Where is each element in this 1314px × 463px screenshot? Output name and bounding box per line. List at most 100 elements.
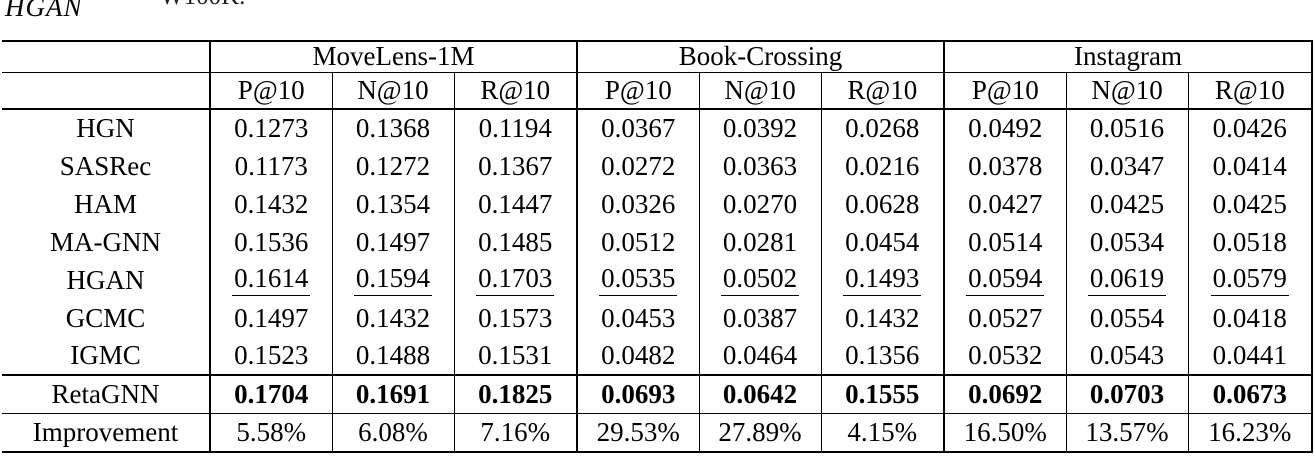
table-row-hgan: HGAN 0.1614 0.1594 0.1703 0.0535 0.0502 0.1493… (2, 261, 1313, 299)
table-row-retagnn: RetaGNN 0.1704 0.1691 0.1825 0.0693 0.0642 0.1… (2, 374, 1313, 413)
value-text: 0.0534 (1089, 226, 1165, 257)
value-cell: 0.0543 (1065, 337, 1189, 375)
value-cell: 0.0270 (698, 185, 822, 223)
value-cell: 0.1356 (820, 337, 945, 375)
value-text: 0.0425 (1212, 188, 1287, 219)
value-cell: 0.1368 (331, 109, 454, 147)
value-text: 4.15% (847, 416, 918, 447)
value-text: 0.0532 (968, 340, 1043, 370)
value-cell: 0.0642 (698, 374, 822, 413)
value-cell: 0.1594 (331, 261, 454, 299)
value-cell: 0.0482 (576, 337, 700, 375)
value-cell: 0.0387 (698, 299, 822, 337)
value-text: 0.1825 (478, 378, 553, 409)
value-cell: 7.16% (453, 412, 578, 452)
table-row-hgn: HGN 0.1273 0.1368 0.1194 0.0367 0.0392 0.0268 0… (2, 109, 1313, 147)
value-cell: 0.0418 (1187, 299, 1313, 337)
value-cell: 0.0441 (1187, 337, 1313, 375)
value-text: 0.1173 (234, 150, 308, 181)
value-text: 0.0268 (845, 113, 920, 143)
metric-header-row: P@10 N@10 R@10 P@10 N@10 R@10 P@10 N@10 R@10 (2, 72, 1313, 110)
value-cell: 0.0703 (1065, 374, 1189, 413)
value-cell: 0.0363 (698, 147, 822, 185)
value-cell: 0.0628 (820, 185, 945, 223)
value-cell: 0.0425 (1187, 185, 1313, 223)
value-cell: 4.15% (820, 412, 945, 452)
value-cell: 0.0425 (1065, 185, 1189, 223)
value-cell: 0.0347 (1065, 147, 1189, 185)
row-label: RetaGNN (2, 374, 210, 413)
value-cell: 0.0454 (820, 223, 945, 261)
value-text: 0.0281 (722, 226, 798, 257)
value-cell: 0.1523 (209, 337, 332, 375)
value-text: 0.1194 (478, 113, 552, 143)
metric-header: N@10 (1065, 72, 1189, 110)
value-cell: 0.1354 (331, 185, 454, 223)
dataset-group-header: MoveLens-1M (208, 41, 578, 73)
value-cell: 0.0532 (943, 337, 1067, 375)
clipped-paragraph-text-top: W100K. (160, 0, 245, 11)
value-cell: 0.0527 (943, 299, 1067, 337)
value-text: 0.0619 (1087, 264, 1167, 296)
value-cell: 0.1367 (453, 147, 578, 185)
value-cell: 0.1573 (453, 299, 578, 337)
value-text: 0.0270 (722, 188, 798, 219)
row-label: GCMC (65, 302, 146, 333)
value-cell: 0.0453 (576, 299, 700, 337)
row-label: Improvement (2, 412, 210, 452)
value-text: 0.0414 (1212, 150, 1287, 181)
value-cell: 0.0516 (1065, 109, 1189, 147)
value-text: 0.0594 (966, 264, 1045, 296)
value-cell: 0.0594 (943, 261, 1067, 299)
value-text: 0.1594 (353, 264, 433, 296)
value-cell: 0.0514 (943, 223, 1067, 261)
value-text: 0.0387 (722, 302, 798, 333)
value-cell: 0.1173 (209, 147, 332, 185)
value-cell: 0.0392 (698, 109, 822, 147)
value-text: 0.0482 (601, 340, 676, 370)
metric-header: R@10 (1187, 72, 1313, 110)
value-cell: 0.1555 (820, 374, 945, 413)
value-text: 6.08% (358, 416, 428, 447)
value-cell: 0.0693 (576, 374, 700, 413)
value-cell: 0.1704 (209, 374, 332, 413)
value-cell: 0.0673 (1187, 374, 1313, 413)
value-text: 0.1447 (478, 188, 553, 219)
value-text: 0.1523 (234, 340, 309, 370)
metric-header: P@10 (576, 72, 700, 110)
value-cell: 0.0554 (1065, 299, 1189, 337)
clipped-paragraph-text-hgan: HGAN (5, 0, 83, 22)
metric-header: P@10 (943, 72, 1067, 110)
value-cell: 0.0427 (943, 185, 1067, 223)
value-text: 0.1555 (845, 378, 920, 409)
value-text: 0.1273 (234, 113, 309, 143)
value-cell: 0.0512 (576, 223, 700, 261)
value-text: 0.1432 (845, 302, 920, 333)
value-text: 0.1691 (355, 378, 431, 409)
value-text: 0.0464 (722, 340, 798, 370)
table-row-gcmc: GCMC 0.1497 0.1432 0.1573 0.0453 0.0387 0.1432… (2, 299, 1313, 337)
value-text: 0.0427 (968, 188, 1043, 219)
row-label: SASRec (59, 150, 152, 181)
value-text: 0.1573 (478, 302, 553, 333)
value-cell: 0.0326 (576, 185, 700, 223)
row-label: IGMC (70, 340, 141, 370)
value-text: 7.16% (480, 416, 551, 447)
value-text: 16.50% (963, 416, 1047, 447)
value-cell: 0.1825 (453, 374, 578, 413)
value-text: 0.1354 (355, 188, 431, 219)
value-text: 0.1356 (845, 340, 920, 370)
value-cell: 0.1194 (453, 109, 578, 147)
value-text: 0.0673 (1212, 378, 1287, 409)
value-cell: 0.0378 (943, 147, 1067, 185)
value-text: 0.0216 (845, 150, 920, 181)
value-text: 0.0492 (968, 113, 1043, 143)
value-cell: 0.0534 (1065, 223, 1189, 261)
metric-header: R@10 (820, 72, 945, 110)
value-text: 0.1272 (355, 150, 431, 181)
value-text: 0.0502 (720, 264, 800, 296)
table-body: HGN 0.1273 0.1368 0.1194 0.0367 0.0392 0.0268 0… (2, 109, 1313, 452)
value-cell: 0.0281 (698, 223, 822, 261)
value-text: 0.0453 (601, 302, 676, 333)
value-text: 0.0512 (601, 226, 676, 257)
